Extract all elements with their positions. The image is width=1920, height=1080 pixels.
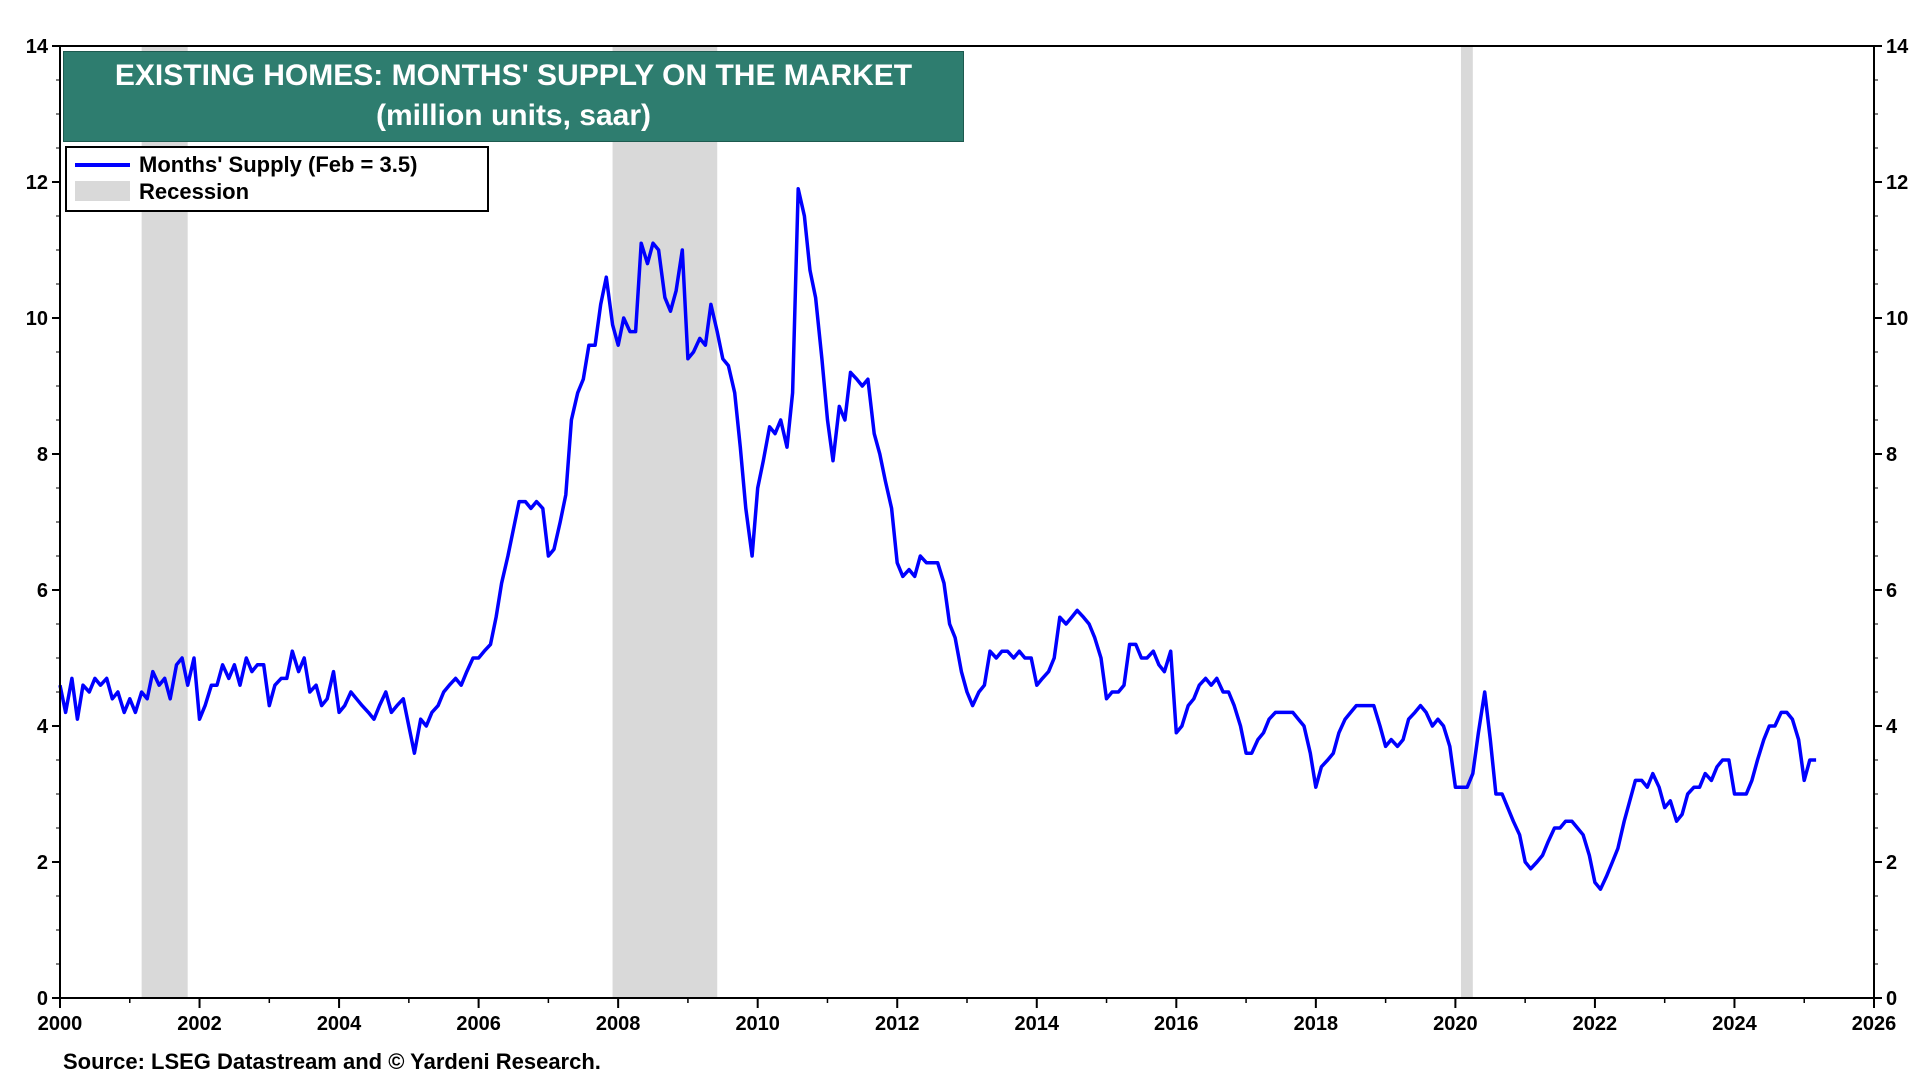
x-tick-label: 2014 [1015,1013,1060,1035]
legend-label-recession: Recession [139,179,250,204]
legend-swatch-series [75,163,130,167]
legend-label-series: Months' Supply (Feb = 3.5) [139,152,418,177]
axes: 0 0 2 2 4 4 6 6 8 8 10 10 12 12 14 14 2000 2002 2004 2006 20… [26,36,1909,1035]
x-tick-label: 2006 [456,1013,501,1035]
x-tick-label: 2008 [596,1013,641,1035]
x-tick-label: 2022 [1573,1013,1618,1035]
x-tick-label: 2026 [1852,1013,1897,1035]
chart-title-box: EXISTING HOMES: MONTHS' SUPPLY ON THE MA… [63,51,964,142]
legend-swatch-recession [75,181,130,201]
recession-band [1460,46,1473,998]
x-tick-label: 2002 [177,1013,222,1035]
x-tick-label: 2020 [1433,1013,1478,1035]
y-tick-label-left: 10 [26,308,48,330]
recession-band [612,46,718,998]
legend: Months' Supply (Feb = 3.5) Recession [65,146,489,212]
y-tick-label-right: 2 [1886,852,1897,874]
y-tick-label-left: 0 [37,988,48,1010]
y-tick-label-right: 10 [1886,308,1908,330]
x-tick-label: 2000 [38,1013,83,1035]
y-tick-label-right: 6 [1886,580,1897,602]
y-tick-label-right: 14 [1886,36,1909,58]
series-line [58,187,1817,891]
source-note: Source: LSEG Datastream and © Yardeni Re… [63,1049,601,1074]
x-tick-label: 2024 [1712,1013,1757,1035]
series-layer [58,187,1817,891]
y-tick-label-left: 4 [37,716,49,738]
y-tick-label-left: 2 [37,852,48,874]
x-tick-label: 2010 [735,1013,780,1035]
y-tick-label-left: 6 [37,580,48,602]
y-tick-label-right: 12 [1886,172,1908,194]
y-tick-label-left: 14 [26,36,49,58]
y-tick-label-right: 0 [1886,988,1897,1010]
y-tick-label-left: 12 [26,172,48,194]
y-tick-label-right: 8 [1886,444,1897,466]
x-tick-label: 2018 [1294,1013,1339,1035]
chart-subtitle: (million units, saar) [375,99,652,132]
y-tick-label-right: 4 [1886,716,1898,738]
x-tick-label: 2012 [875,1013,920,1035]
chart-title: EXISTING HOMES: MONTHS' SUPPLY ON THE MA… [114,59,913,92]
x-tick-label: 2016 [1154,1013,1199,1035]
x-tick-label: 2004 [317,1013,362,1035]
y-tick-label-left: 8 [37,444,48,466]
